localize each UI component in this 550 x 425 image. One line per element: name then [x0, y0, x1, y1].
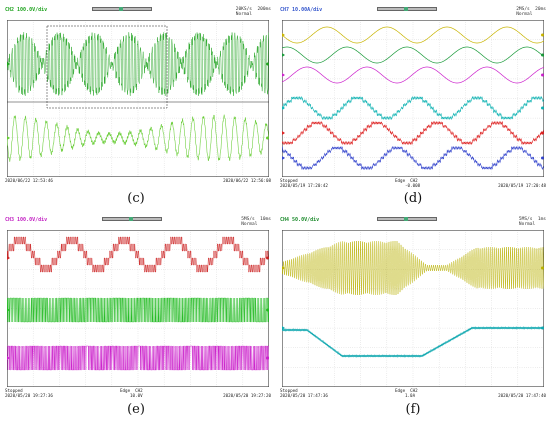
ch-marker-d1-right	[541, 33, 544, 37]
ch-marker-d4	[282, 106, 285, 110]
footer-status: Stopped	[280, 388, 298, 393]
ch-marker-d4-right	[541, 106, 544, 110]
footer-status: Stopped	[280, 178, 298, 183]
timebase-label: 2MS/s 20ms Normal	[516, 7, 546, 18]
waveform-d-d	[282, 95, 544, 121]
footer-trigger: Edge CH2	[395, 388, 418, 393]
scope-footer: Stopped 2020/05/19 17:20:42 Edge CH2 -0.…	[280, 178, 546, 190]
ch-marker-c2	[7, 136, 10, 140]
timebase-label: 5MS/s 10ms Normal	[241, 217, 271, 228]
footer-timestamp: 2020/05/19 17:20:42	[280, 183, 328, 188]
scope-panel-c: CH2 100.0V/div 20KS/s 200ms Normal 2020/…	[2, 4, 274, 190]
timebase-label: 20KS/s 200ms Normal	[235, 7, 271, 18]
ch-marker-f1-right	[541, 266, 544, 270]
ch-marker-e1-right	[266, 256, 269, 260]
waveform-plot	[7, 230, 269, 387]
ch-marker-e2	[7, 308, 10, 312]
ch-marker-c1-right	[266, 62, 269, 66]
scope-panel-f: CH4 50.0V/div 5MS/s 1ms Normal Stopped 2…	[277, 214, 549, 400]
scope-screen	[7, 230, 269, 387]
footer-timestamp-right: 2020/05/20 19:27:20	[223, 393, 271, 398]
scope-header: CH3 100.0V/div 5MS/s 10ms Normal	[2, 214, 274, 229]
trigger-position-bar	[102, 217, 162, 221]
footer-trigger-level: -0.008	[405, 183, 421, 188]
waveform-f-cyan	[282, 325, 544, 359]
scope-header: CH7 10.00A/div 2MS/s 20ms Normal	[277, 4, 549, 19]
waveform-c-ch3	[7, 114, 269, 162]
zoom-box	[46, 25, 168, 109]
ch-marker-d3-right	[541, 73, 544, 77]
waveform-d-c	[282, 66, 544, 84]
scope-screen	[282, 20, 544, 177]
ch-marker-d2-right	[541, 53, 544, 57]
ch-marker-d6	[282, 156, 285, 160]
ch-marker-e2-right	[266, 308, 269, 312]
ch-marker-c1	[7, 62, 10, 66]
scope-header: CH4 50.0V/div 5MS/s 1ms Normal	[277, 214, 549, 229]
footer-timestamp: 2020/05/20 19:27:36	[5, 393, 53, 398]
ch-marker-d2	[282, 53, 285, 57]
footer-trigger-level: 1.0A	[405, 393, 416, 398]
waveform-d-a	[282, 26, 544, 44]
scope-screen	[7, 20, 269, 177]
footer-timestamp: 2020/06/22 12:53:46	[5, 178, 53, 183]
waveform-plot	[7, 20, 269, 177]
waveform-e-red	[7, 236, 269, 273]
waveform-plot	[282, 20, 544, 177]
footer-status: Stopped	[5, 388, 23, 393]
footer-trigger: Edge CH2	[120, 388, 143, 393]
caption-f: (f)	[405, 402, 421, 417]
scope-header: CH2 100.0V/div 20KS/s 200ms Normal	[2, 4, 274, 19]
timebase-label: 5MS/s 1ms Normal	[518, 217, 546, 228]
footer-trigger: Edge CH2	[395, 178, 418, 183]
caption-c: (c)	[127, 191, 145, 206]
ch-marker-e3-right	[266, 356, 269, 360]
trigger-position-bar	[377, 7, 437, 11]
waveform-c-ch2	[7, 32, 269, 96]
ch-marker-c2-right	[266, 136, 269, 140]
caption-d: (d)	[403, 191, 423, 206]
ch-marker-e3	[7, 356, 10, 360]
ch-marker-f2	[282, 326, 285, 330]
trigger-position-bar	[377, 217, 437, 221]
trigger-position-bar	[92, 7, 152, 11]
waveform-e-magenta	[7, 345, 269, 371]
footer-timestamp-right: 2020/06/22 12:56:08	[223, 178, 271, 183]
ch-marker-e1	[7, 256, 10, 260]
scope-panel-d: CH7 10.00A/div 2MS/s 20ms Normal Stopped…	[277, 4, 549, 190]
ch-marker-d5-right	[541, 131, 544, 135]
ch-marker-f1	[282, 266, 285, 270]
channel-label: CH7 10.00A/div	[280, 7, 323, 13]
waveform-d-f	[282, 145, 544, 171]
scope-footer: Stopped 2020/05/20 17:47:36 Edge CH2 1.0…	[280, 388, 546, 400]
ch-marker-d5	[282, 131, 285, 135]
ch-marker-d3	[282, 73, 285, 77]
channel-label: CH4 50.0V/div	[280, 217, 320, 223]
ch-marker-f2-right	[541, 326, 544, 330]
footer-timestamp: 2020/05/20 17:47:36	[280, 393, 328, 398]
waveform-d-e	[282, 120, 544, 146]
waveform-e-green	[7, 297, 269, 323]
footer-timestamp-right: 2020/05/19 17:20:48	[498, 183, 546, 188]
channel-label: CH3 100.0V/div	[5, 217, 48, 223]
scope-screen	[282, 230, 544, 387]
ch-marker-d1	[282, 33, 285, 37]
footer-trigger-level: 10.0V	[130, 393, 143, 398]
footer-timestamp-right: 2020/05/20 17:47:40	[498, 393, 546, 398]
waveform-plot	[282, 230, 544, 387]
channel-label: CH2 100.0V/div	[5, 7, 48, 13]
scope-panel-e: CH3 100.0V/div 5MS/s 10ms Normal Stopped…	[2, 214, 274, 400]
ch-marker-d6-right	[541, 156, 544, 160]
caption-e: (e)	[127, 402, 145, 417]
scope-footer: Stopped 2020/05/20 19:27:36 Edge CH2 10.…	[5, 388, 271, 400]
scope-grid	[282, 20, 544, 177]
waveform-d-b	[282, 46, 544, 64]
scope-footer: 2020/06/22 12:53:46 2020/06/22 12:56:08	[5, 178, 271, 190]
waveform-f-yellow	[282, 240, 544, 296]
